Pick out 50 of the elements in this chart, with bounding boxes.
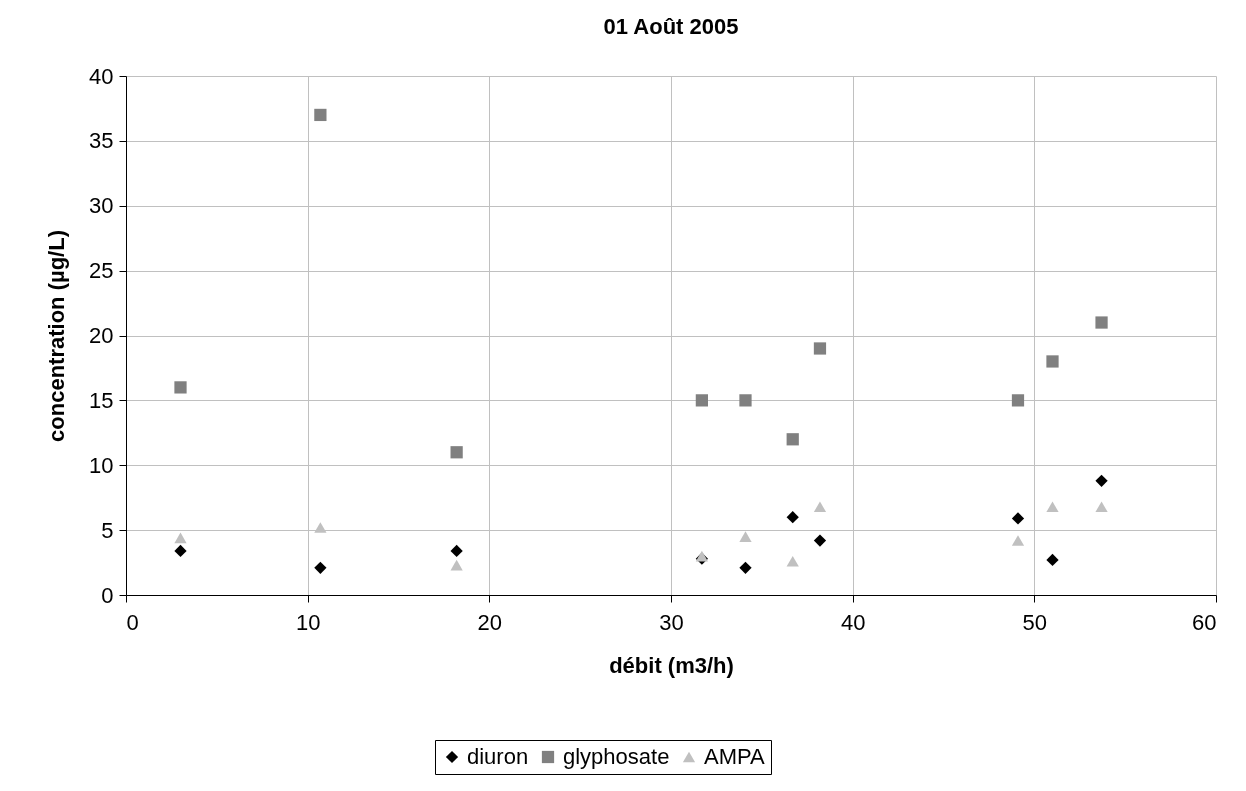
point bbox=[1095, 474, 1108, 487]
x-tick-label: 30 bbox=[659, 609, 684, 635]
point bbox=[174, 544, 187, 558]
point bbox=[1011, 512, 1025, 525]
y-axis-title: concentration (µg/L) bbox=[44, 230, 70, 442]
x-tick-label: 40 bbox=[840, 609, 866, 635]
x-tick-label: 20 bbox=[477, 609, 503, 635]
y-tick-label: 35 bbox=[89, 128, 114, 154]
point bbox=[695, 394, 709, 407]
point bbox=[739, 561, 752, 574]
point bbox=[739, 394, 752, 407]
chart-title: 01 Août 2005 bbox=[603, 14, 739, 39]
y-tick-label: 15 bbox=[89, 387, 114, 413]
y-tick-label: 40 bbox=[89, 63, 114, 89]
point bbox=[786, 555, 799, 567]
point bbox=[1095, 316, 1108, 329]
point bbox=[1095, 501, 1108, 513]
point bbox=[450, 446, 463, 459]
legend-label: AMPA bbox=[704, 744, 766, 769]
point bbox=[450, 544, 463, 558]
point bbox=[314, 561, 327, 574]
point bbox=[314, 108, 327, 122]
x-tick-label: 60 bbox=[1192, 609, 1217, 635]
point bbox=[1011, 535, 1025, 546]
point bbox=[786, 511, 799, 524]
point bbox=[1011, 394, 1025, 407]
point bbox=[450, 559, 463, 571]
y-tick-label: 5 bbox=[101, 517, 114, 543]
point bbox=[813, 342, 827, 355]
point bbox=[1046, 553, 1059, 567]
point bbox=[1046, 501, 1059, 513]
point bbox=[739, 531, 752, 542]
point bbox=[314, 522, 327, 533]
x-axis-title: débit (m3/h) bbox=[609, 652, 734, 678]
point bbox=[786, 433, 799, 446]
x-tick-label: 10 bbox=[295, 609, 321, 635]
point bbox=[1046, 355, 1059, 368]
point bbox=[174, 532, 187, 544]
legend-label: glyphosate bbox=[563, 744, 670, 769]
y-tick-label: 20 bbox=[89, 323, 114, 348]
y-tick-label: 30 bbox=[89, 193, 114, 219]
y-tick-label: 0 bbox=[101, 582, 114, 608]
point bbox=[813, 501, 827, 513]
point bbox=[174, 381, 187, 394]
legend-label: diuron bbox=[467, 744, 529, 769]
y-tick-label: 10 bbox=[89, 452, 114, 478]
y-tick-label: 25 bbox=[89, 258, 114, 284]
x-tick-label: 0 bbox=[126, 609, 139, 635]
point bbox=[813, 534, 827, 547]
x-tick-label: 50 bbox=[1022, 609, 1048, 635]
